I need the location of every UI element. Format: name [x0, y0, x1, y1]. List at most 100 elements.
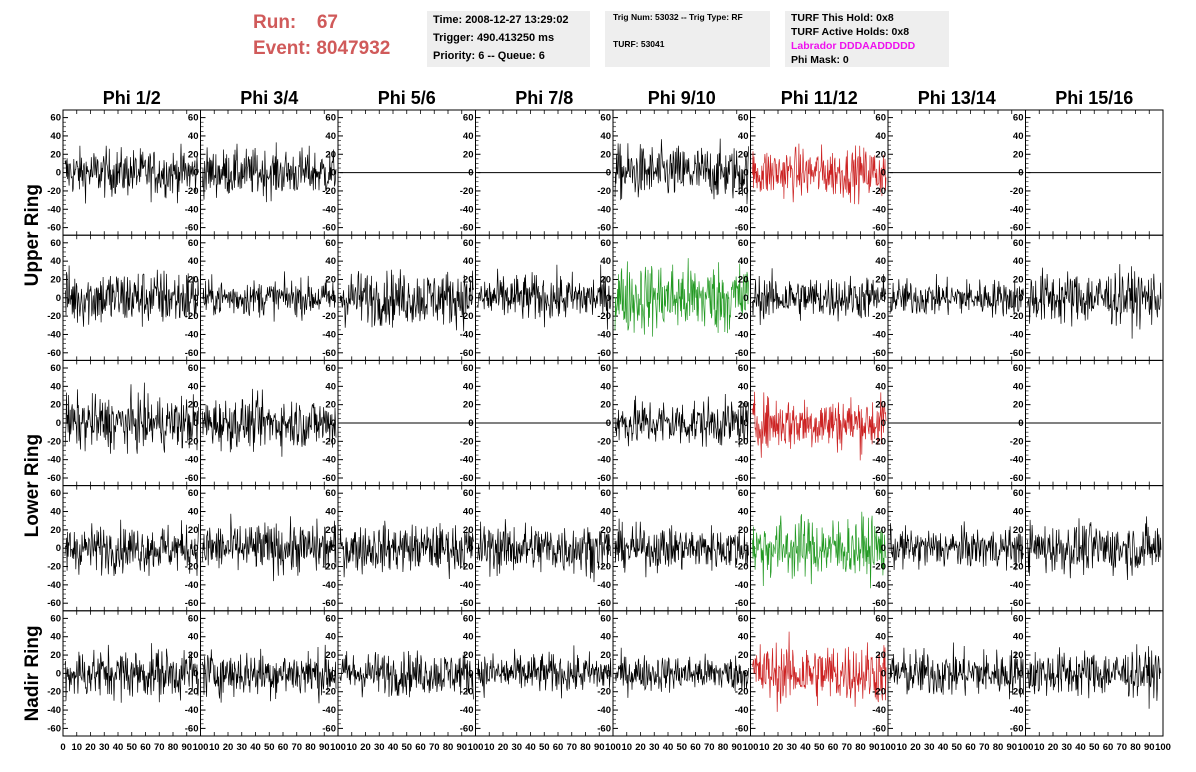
y-tick-label: -40	[872, 455, 886, 466]
panel-r1-c5: -60 -40 -20 0 20 40 60	[597, 109, 751, 236]
y-tick-label: -60	[1010, 723, 1024, 734]
y-tick-label: 20	[325, 149, 336, 160]
run-event-block: Run: 67 Event: 8047932	[253, 10, 418, 65]
waveform-trace	[752, 511, 887, 589]
y-tick-label: -20	[185, 562, 199, 573]
y-tick-label: 0	[606, 168, 611, 179]
waveform-trace	[614, 138, 749, 205]
y-tick-label: 20	[600, 650, 611, 661]
y-tick-label: -40	[185, 580, 199, 591]
column-header-6: Phi 11/12	[781, 88, 858, 108]
x-tick-label: 90	[456, 742, 467, 753]
y-tick-label: 20	[325, 400, 336, 411]
y-tick-label: -40	[185, 455, 199, 466]
waveform-trace	[202, 513, 337, 582]
y-tick-label: 0	[881, 293, 886, 304]
y-tick-label: -20	[735, 687, 749, 698]
y-tick-label: 40	[875, 381, 886, 392]
x-tick-label: 50	[951, 742, 962, 753]
x-tick-label: 40	[250, 742, 261, 753]
y-tick-label: -40	[597, 580, 611, 591]
y-tick-label: 0	[193, 293, 198, 304]
waveform-trace	[64, 143, 199, 204]
y-tick-label: 40	[463, 256, 474, 267]
panel-r5-c8: -60 -40 -20 0 20 40 60	[1010, 610, 1164, 737]
x-tick-label: 10	[621, 742, 632, 753]
waveform-trace	[1027, 264, 1162, 339]
y-tick-label: 20	[875, 149, 886, 160]
y-tick-label: 20	[1013, 400, 1024, 411]
y-tick-label: -20	[322, 687, 336, 698]
y-tick-label: 60	[875, 363, 886, 374]
panel-r1-c1: -60 -40 -20 0 20 40 60	[47, 109, 201, 236]
y-tick-label: 20	[600, 525, 611, 536]
y-tick-label: -40	[735, 455, 749, 466]
y-tick-label: 40	[1013, 632, 1024, 643]
y-tick-label: 40	[1013, 256, 1024, 267]
column-header-2: Phi 3/4	[240, 88, 298, 108]
waveform-trace	[339, 269, 474, 332]
y-tick-label: -60	[1010, 348, 1024, 359]
panel-r2-c4: -60 -40 -20 0 20 40 60	[460, 234, 614, 361]
y-tick-label: -20	[47, 562, 61, 573]
x-tick-label: 90	[594, 742, 605, 753]
y-tick-label: -40	[185, 204, 199, 215]
y-tick-label: -20	[460, 436, 474, 447]
y-tick-label: 0	[881, 668, 886, 679]
y-tick-label: -40	[322, 204, 336, 215]
y-tick-label: 60	[600, 363, 611, 374]
x-tick-label: 70	[704, 742, 715, 753]
column-header-4: Phi 7/8	[515, 88, 573, 108]
y-tick-label: 60	[738, 363, 749, 374]
y-tick-label: -60	[460, 598, 474, 609]
y-tick-label: -60	[185, 598, 199, 609]
waveform-trace	[889, 521, 1024, 571]
y-tick-label: -20	[322, 562, 336, 573]
y-tick-label: 60	[188, 613, 199, 624]
y-tick-label: -20	[47, 311, 61, 322]
y-tick-label: 40	[188, 507, 199, 518]
y-tick-label: -40	[735, 705, 749, 716]
waveform-trace	[1027, 644, 1162, 709]
y-tick-label: 60	[463, 113, 474, 124]
x-tick-label: 60	[278, 742, 289, 753]
panel-r3-c8: -60 -40 -20 0 20 40 60	[1010, 359, 1164, 487]
waveform-trace	[477, 519, 612, 583]
x-tick-label: 10	[759, 742, 770, 753]
y-tick-label: -60	[872, 348, 886, 359]
y-tick-label: -60	[47, 223, 61, 234]
y-tick-label: -40	[460, 455, 474, 466]
y-tick-label: 40	[50, 131, 61, 142]
waveform-trace	[477, 264, 612, 330]
panel-r1-c8: -60 -40 -20 0 20 40 60	[1010, 109, 1164, 236]
y-tick-label: -60	[47, 473, 61, 484]
y-tick-label: -60	[597, 473, 611, 484]
x-tick-label: 0	[60, 742, 65, 753]
panel-r3-c1: -60 -40 -20 0 20 40 60	[47, 359, 201, 487]
y-tick-label: 60	[50, 113, 61, 124]
y-tick-label: -20	[872, 311, 886, 322]
y-tick-label: 20	[463, 400, 474, 411]
y-tick-label: -60	[597, 598, 611, 609]
y-tick-label: 60	[1013, 113, 1024, 124]
y-tick-label: 20	[50, 650, 61, 661]
x-tick-label: 30	[236, 742, 247, 753]
y-tick-label: 0	[193, 418, 198, 429]
x-tick-label: 30	[924, 742, 935, 753]
y-tick-label: 40	[325, 131, 336, 142]
x-tick-label: 50	[401, 742, 412, 753]
panel-r3-c5: -60 -40 -20 0 20 40 60	[597, 359, 751, 487]
y-tick-label: -60	[872, 473, 886, 484]
panel-r2-c3: -60 -40 -20 0 20 40 60	[322, 234, 476, 361]
x-tick-label: 50	[676, 742, 687, 753]
waveform-trace	[889, 273, 1024, 318]
labrador-text: Labrador DDDAADDDDD	[791, 40, 916, 52]
ring-label-2: Lower Ring	[22, 434, 43, 537]
y-tick-label: 60	[600, 113, 611, 124]
y-tick-label: 20	[875, 650, 886, 661]
y-tick-label: 40	[325, 507, 336, 518]
y-tick-label: 20	[463, 525, 474, 536]
phi-mask-text: Phi Mask: 0	[791, 54, 849, 66]
panel-r2-c8: -60 -40 -20 0 20 40 60	[1010, 234, 1164, 361]
y-tick-label: -20	[735, 562, 749, 573]
